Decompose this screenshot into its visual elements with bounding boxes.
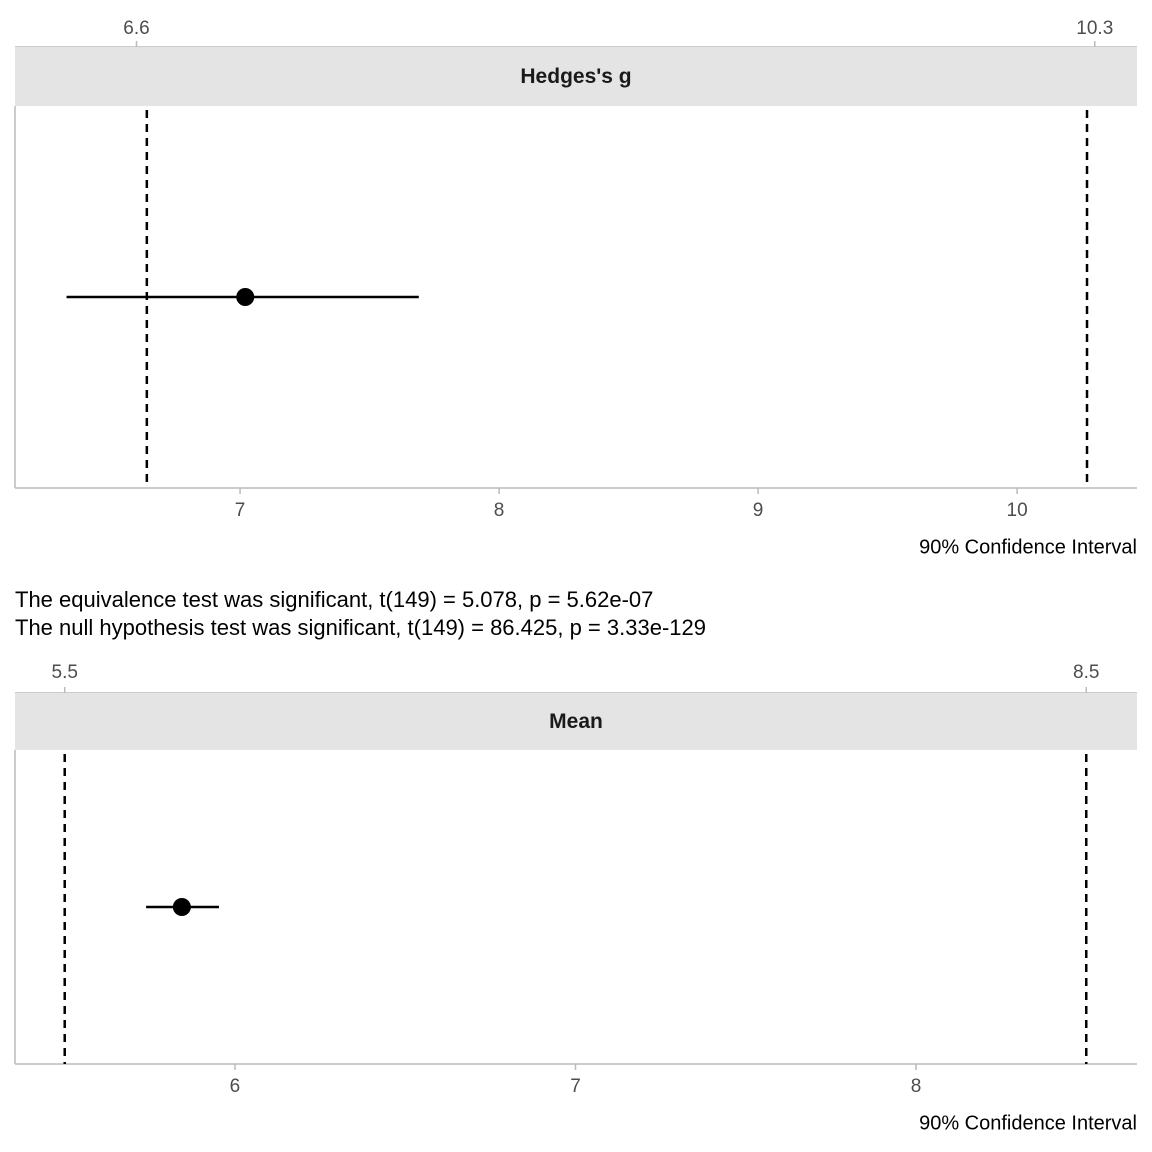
- x-tick-label: 10: [1007, 500, 1028, 521]
- strip: [15, 47, 1137, 106]
- x-tick-label: 8: [911, 1076, 922, 1097]
- note: The null hypothesis test was significant…: [15, 615, 706, 640]
- top-tick-label: 10.3: [1076, 18, 1113, 39]
- x-tick-label: 8: [494, 500, 505, 521]
- top-tick-label: 5.5: [52, 662, 78, 683]
- top-tick-label: 6.6: [123, 18, 149, 39]
- estimate-point: [236, 288, 255, 306]
- x-tick-label: 6: [230, 1076, 241, 1097]
- strip-title: Hedges's g: [520, 65, 631, 88]
- strip: [15, 693, 1137, 750]
- strip-title: Mean: [549, 710, 603, 733]
- top-tick-label: 8.5: [1073, 662, 1099, 683]
- x-axis-label: 90% Confidence Interval: [919, 536, 1137, 558]
- x-axis-label: 90% Confidence Interval: [919, 1112, 1137, 1134]
- estimate-point: [172, 898, 191, 916]
- note: The equivalence test was significant, t(…: [15, 587, 653, 612]
- x-tick-label: 7: [570, 1076, 581, 1097]
- x-tick-label: 9: [753, 500, 764, 521]
- x-tick-label: 7: [235, 500, 246, 521]
